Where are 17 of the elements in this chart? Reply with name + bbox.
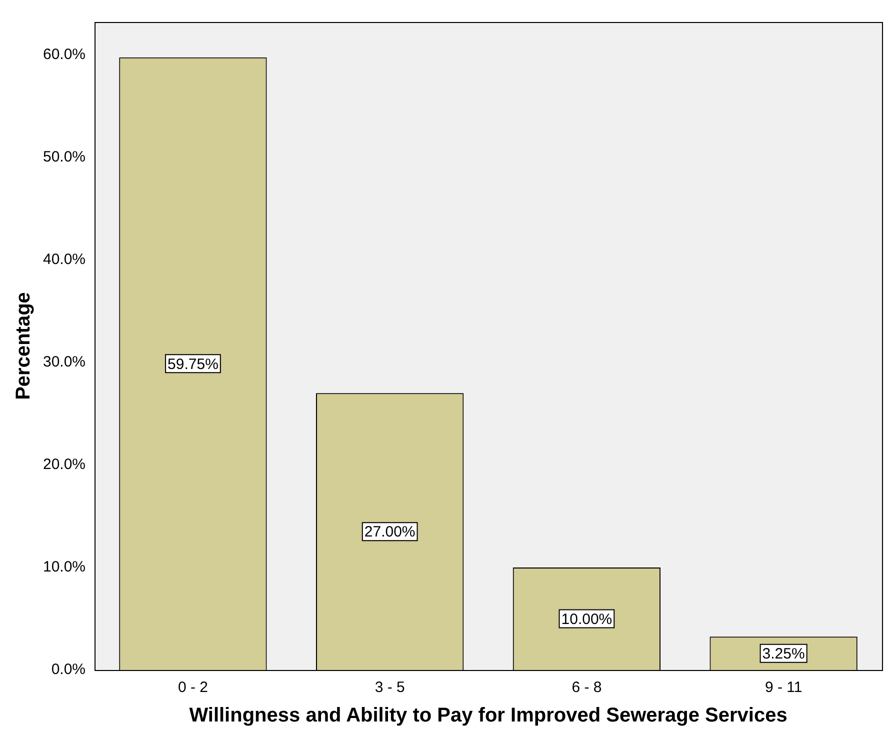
y-tick-label: 20.0% [42,456,86,474]
data-label: 3.25% [762,645,805,662]
data-label: 10.00% [561,610,612,628]
y-tick-label: 30.0% [42,354,86,371]
x-axis-title: Willingness and Ability to Pay for Improved Sewerage Services [189,704,788,727]
y-tick-label: 10.0% [42,558,86,576]
y-tick-label: 50.0% [42,148,86,166]
data-label: 27.00% [364,524,416,541]
data-label: 59.75% [168,356,218,373]
y-tick-label: 60.0% [42,46,86,63]
y-tick-label: 40.0% [42,251,86,268]
y-axis-title: Percentage [12,292,35,400]
x-tick-label: 0 - 2 [178,679,208,696]
x-tick-label: 6 - 8 [572,679,602,696]
x-tick-label: 9 - 11 [764,679,802,696]
x-tick-label: 3 - 5 [374,679,405,696]
y-tick-label: 0.0% [51,661,86,678]
